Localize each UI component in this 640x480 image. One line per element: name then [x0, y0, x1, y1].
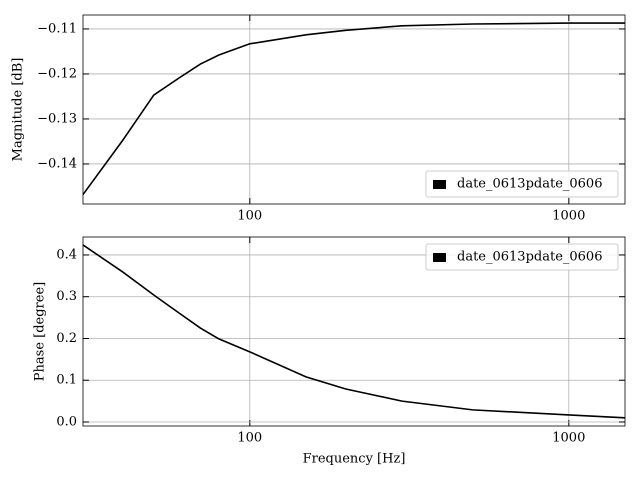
y-axis-label: Phase [degree] [33, 282, 48, 381]
legend: date_0613pdate_0606 [425, 243, 619, 271]
y-tick-label: 0.3 [56, 289, 77, 304]
x-tick-label: 1000 [552, 431, 585, 446]
y-tick-label: −0.13 [37, 111, 77, 126]
x-tick-label: 1000 [552, 209, 585, 224]
data-line [82, 244, 626, 419]
y-tick-label: −0.12 [37, 66, 77, 81]
y-tick-label: −0.14 [37, 156, 77, 171]
legend-label: date_0613pdate_0606 [457, 177, 602, 192]
legend-swatch [433, 253, 446, 262]
y-tick-label: 0.4 [56, 247, 77, 262]
x-tick-label: 100 [237, 431, 262, 446]
legend-swatch [433, 180, 446, 189]
legend-label: date_0613pdate_0606 [457, 250, 602, 265]
y-tick-label: 0.0 [56, 414, 77, 429]
legend-box [425, 170, 619, 198]
y-tick-label: 0.2 [56, 331, 77, 346]
y-tick-label: 0.1 [56, 373, 77, 388]
axes-frame [82, 236, 626, 427]
axes-frame [82, 14, 626, 205]
legend-box [425, 243, 619, 271]
x-tick-label: 100 [237, 209, 262, 224]
y-tick-label: −0.11 [37, 21, 77, 36]
legend: date_0613pdate_0606 [425, 170, 619, 198]
y-axis-label: Magnitude [dB] [11, 58, 26, 162]
data-line [82, 22, 625, 196]
x-axis-label: Frequency [Hz] [303, 452, 406, 467]
